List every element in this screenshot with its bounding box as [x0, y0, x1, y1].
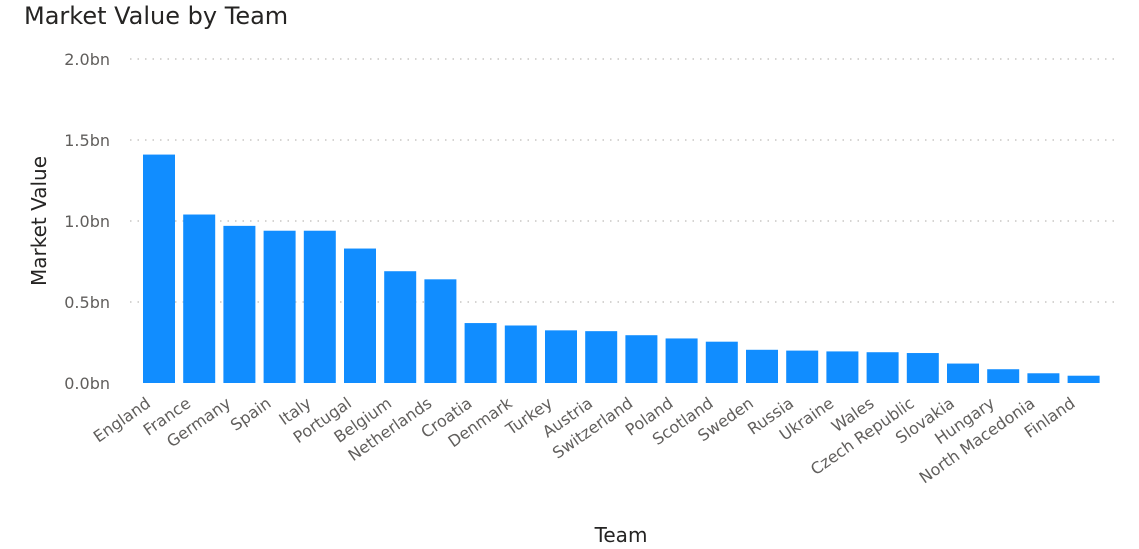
- bar-italy[interactable]: [303, 230, 336, 383]
- bar-north-macedonia[interactable]: [1027, 373, 1060, 383]
- bars: [143, 154, 1100, 383]
- bar-germany[interactable]: [223, 225, 256, 383]
- bar-spain[interactable]: [263, 230, 296, 383]
- y-axis-ticks: 0.0bn 0.5bn 1.0bn 1.5bn 2.0bn: [64, 50, 110, 393]
- bar-ukraine[interactable]: [826, 351, 859, 383]
- y-axis-title: Market Value: [27, 156, 51, 286]
- bar-portugal[interactable]: [344, 248, 376, 383]
- x-tick-label: Spain: [227, 393, 275, 434]
- bar-czech-republic[interactable]: [906, 353, 939, 383]
- bar-scotland[interactable]: [705, 341, 738, 383]
- chart-title: Market Value by Team: [24, 2, 289, 30]
- y-tick-label: 1.0bn: [64, 212, 110, 231]
- bar-hungary[interactable]: [987, 369, 1020, 383]
- bar-netherlands[interactable]: [424, 279, 457, 383]
- x-axis-title: Team: [594, 523, 648, 547]
- y-tick-label: 0.0bn: [64, 374, 110, 393]
- y-tick-label: 2.0bn: [64, 50, 110, 69]
- bar-sweden[interactable]: [746, 349, 778, 383]
- bar-croatia[interactable]: [464, 323, 497, 383]
- bar-england[interactable]: [143, 154, 175, 383]
- bar-belgium[interactable]: [384, 271, 417, 383]
- bar-france[interactable]: [183, 214, 216, 383]
- bar-wales[interactable]: [866, 352, 899, 383]
- y-tick-label: 0.5bn: [64, 293, 110, 312]
- bar-switzerland[interactable]: [625, 335, 658, 383]
- bar-finland[interactable]: [1067, 375, 1100, 383]
- bar-denmark[interactable]: [504, 325, 537, 383]
- bar-austria[interactable]: [585, 331, 618, 383]
- y-tick-label: 1.5bn: [64, 131, 110, 150]
- bar-russia[interactable]: [786, 350, 819, 383]
- bar-slovakia[interactable]: [947, 363, 979, 383]
- bar-turkey[interactable]: [545, 330, 577, 383]
- bar-poland[interactable]: [665, 338, 698, 383]
